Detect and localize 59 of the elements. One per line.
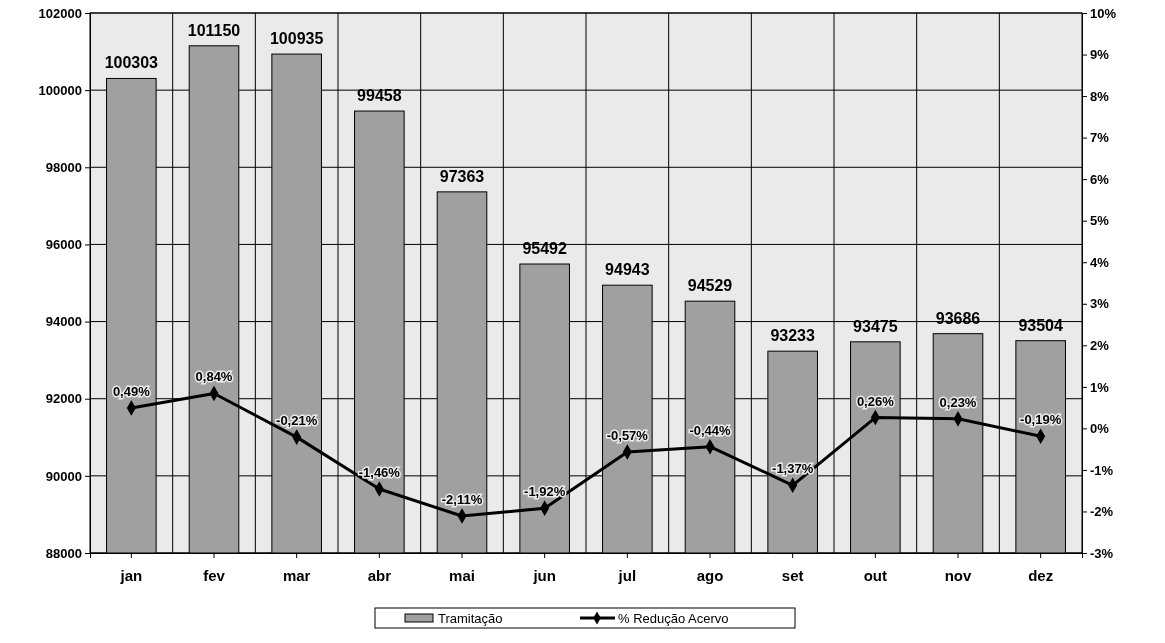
data-label: 0,26% bbox=[856, 393, 895, 409]
data-label: 94943 bbox=[605, 261, 650, 279]
y2-tick-label: 2% bbox=[1090, 337, 1110, 353]
x-tick-label: ago bbox=[696, 566, 724, 584]
data-label: 0,23% bbox=[939, 394, 977, 410]
y-tick-label: 88000 bbox=[45, 545, 82, 561]
data-label: 100303 bbox=[104, 54, 159, 72]
x-tick-label: dez bbox=[1028, 566, 1054, 584]
y-tick-label: 96000 bbox=[45, 237, 82, 253]
y2-tick-label: 4% bbox=[1090, 254, 1110, 270]
data-label: 0,49% bbox=[112, 384, 151, 400]
x-tick-label: abr bbox=[367, 566, 392, 584]
y2-tick-label: 0% bbox=[1090, 421, 1110, 437]
y2-tick-label: 5% bbox=[1090, 213, 1110, 229]
data-label: -2,11% bbox=[441, 492, 483, 508]
data-label: 94529 bbox=[687, 277, 733, 295]
data-label: 100935 bbox=[269, 30, 324, 48]
x-tick-label: nov bbox=[944, 566, 972, 584]
x-tick-label: fev bbox=[203, 566, 226, 584]
x-tick-label: jun bbox=[532, 566, 556, 584]
data-label: -0,19% bbox=[1020, 412, 1062, 428]
data-label: 101150 bbox=[187, 21, 241, 39]
x-tick-label: set bbox=[781, 566, 804, 584]
data-label: 97363 bbox=[439, 167, 485, 185]
y2-tick-label: 10% bbox=[1090, 5, 1117, 21]
x-tick-label: jul bbox=[617, 566, 637, 584]
data-label: 93233 bbox=[770, 327, 816, 345]
y2-tick-label: 3% bbox=[1090, 296, 1110, 312]
legend-label: % Redução Acervo bbox=[618, 611, 729, 626]
y2-tick-label: 9% bbox=[1090, 47, 1110, 63]
y2-tick-label: -2% bbox=[1090, 504, 1114, 520]
y-tick-label: 94000 bbox=[45, 314, 82, 330]
y-tick-label: 98000 bbox=[45, 159, 82, 175]
data-label: -1,37% bbox=[772, 461, 814, 477]
data-label: 95492 bbox=[522, 240, 568, 258]
x-tick-label: jan bbox=[119, 566, 143, 584]
data-label: 93504 bbox=[1018, 316, 1064, 334]
data-label: -1,46% bbox=[358, 465, 401, 481]
y2-tick-label: 7% bbox=[1090, 130, 1110, 146]
data-label: -0,44% bbox=[689, 422, 732, 438]
y2-tick-label: -1% bbox=[1090, 462, 1114, 478]
y-tick-label: 92000 bbox=[45, 391, 82, 407]
x-tick-label: out bbox=[863, 566, 887, 584]
data-label: 0,84% bbox=[195, 369, 233, 385]
y2-tick-label: 8% bbox=[1090, 88, 1110, 104]
y2-tick-label: -3% bbox=[1090, 545, 1114, 561]
data-label: -1,92% bbox=[524, 484, 566, 500]
y-tick-label: 100000 bbox=[38, 82, 82, 98]
data-label: -0,57% bbox=[606, 428, 649, 444]
y2-tick-label: 6% bbox=[1090, 171, 1110, 187]
y-tick-label: 102000 bbox=[38, 5, 82, 21]
y2-tick-label: 1% bbox=[1090, 379, 1110, 395]
y-tick-label: 90000 bbox=[45, 468, 82, 484]
x-tick-label: mar bbox=[282, 566, 311, 584]
data-label: -0,21% bbox=[276, 413, 318, 429]
x-tick-label: mai bbox=[449, 566, 475, 584]
legend-label: Tramitação bbox=[438, 611, 503, 626]
data-label: 99458 bbox=[357, 87, 402, 105]
data-label: 93475 bbox=[853, 317, 898, 335]
